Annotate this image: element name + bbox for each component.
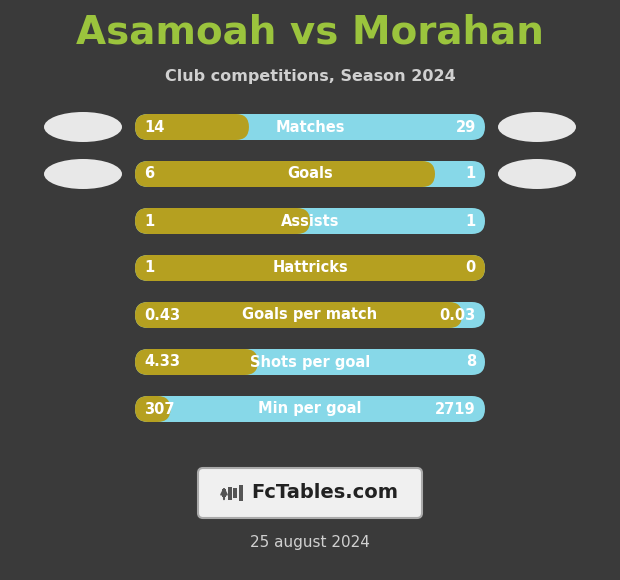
- Text: 6: 6: [144, 166, 154, 182]
- Ellipse shape: [498, 112, 576, 142]
- FancyBboxPatch shape: [135, 161, 485, 187]
- FancyBboxPatch shape: [135, 255, 485, 281]
- Text: 1: 1: [144, 260, 154, 276]
- Bar: [239, 485, 242, 501]
- FancyBboxPatch shape: [135, 208, 485, 234]
- FancyBboxPatch shape: [135, 302, 485, 328]
- Text: Shots per goal: Shots per goal: [250, 354, 370, 369]
- FancyBboxPatch shape: [135, 208, 310, 234]
- Text: 2719: 2719: [435, 401, 476, 416]
- Text: Goals: Goals: [287, 166, 333, 182]
- Text: 1: 1: [466, 213, 476, 229]
- FancyBboxPatch shape: [135, 396, 485, 422]
- Ellipse shape: [44, 159, 122, 189]
- Text: Min per goal: Min per goal: [259, 401, 361, 416]
- Text: Assists: Assists: [281, 213, 339, 229]
- Bar: [222, 489, 226, 497]
- Text: 1: 1: [466, 166, 476, 182]
- Text: 4.33: 4.33: [144, 354, 180, 369]
- Ellipse shape: [44, 112, 122, 142]
- Text: Goals per match: Goals per match: [242, 307, 378, 322]
- Text: Club competitions, Season 2024: Club competitions, Season 2024: [165, 70, 455, 85]
- FancyBboxPatch shape: [198, 468, 422, 518]
- FancyBboxPatch shape: [135, 255, 485, 281]
- Text: Matches: Matches: [275, 119, 345, 135]
- Ellipse shape: [498, 159, 576, 189]
- FancyBboxPatch shape: [135, 302, 462, 328]
- Text: FcTables.com: FcTables.com: [252, 484, 399, 502]
- Text: Hattricks: Hattricks: [272, 260, 348, 276]
- Text: 29: 29: [456, 119, 476, 135]
- Text: 25 august 2024: 25 august 2024: [250, 535, 370, 550]
- FancyBboxPatch shape: [135, 349, 258, 375]
- Text: 0.43: 0.43: [144, 307, 180, 322]
- Text: Asamoah vs Morahan: Asamoah vs Morahan: [76, 14, 544, 52]
- Text: 0: 0: [466, 260, 476, 276]
- Bar: [233, 488, 237, 498]
- Text: 0.03: 0.03: [440, 307, 476, 322]
- FancyBboxPatch shape: [135, 114, 249, 140]
- Bar: [228, 487, 231, 499]
- Text: 14: 14: [144, 119, 164, 135]
- FancyBboxPatch shape: [135, 114, 485, 140]
- FancyBboxPatch shape: [135, 161, 435, 187]
- Text: 307: 307: [144, 401, 174, 416]
- Text: 1: 1: [144, 213, 154, 229]
- FancyBboxPatch shape: [135, 396, 170, 422]
- FancyBboxPatch shape: [135, 349, 485, 375]
- Text: 8: 8: [466, 354, 476, 369]
